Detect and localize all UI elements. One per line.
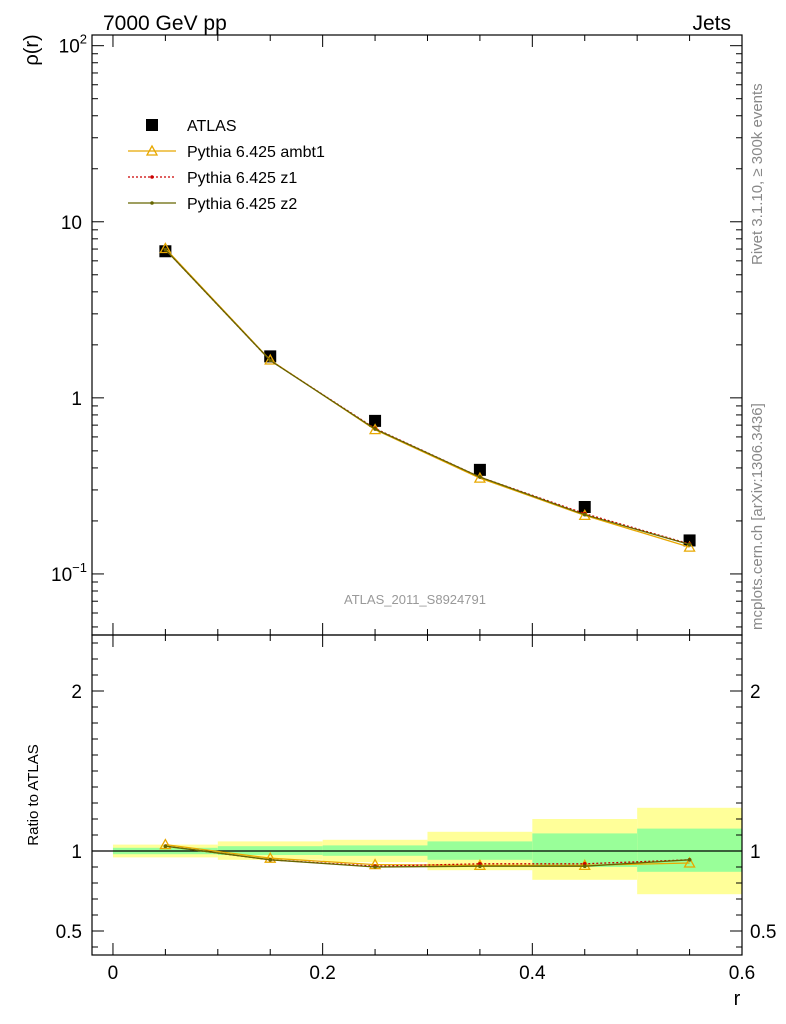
ratio-y-tick-label-left: 1 (71, 842, 82, 863)
uncertainty-band-inner (637, 828, 742, 872)
ratio-plot-panel: 2 2 1 1 0.5 0.5 0 0.2 0.4 0.6 Ratio to ATLAS r (25, 634, 776, 1010)
data-point-pythia-6-425-z2 (163, 844, 168, 848)
data-point-pythia-6-425-z2 (373, 865, 377, 869)
ratio-frame (91, 634, 743, 956)
data-point-pythia-6-425-z2 (582, 512, 587, 517)
series-atlas (159, 245, 696, 547)
main-y-tick-label: 1 (71, 389, 82, 410)
side-label-top: Rivet 3.1.10, ≥ 300k events (749, 83, 766, 265)
main-y-tick-label: 10−1 (51, 560, 87, 586)
data-point-pythia-6-425-z2 (373, 427, 377, 431)
legend: ATLAS Pythia 6.425 ambt1 Pythia 6.425 z1 Py… (128, 118, 325, 213)
legend-label: Pythia 6.425 z2 (187, 196, 297, 213)
data-point-pythia-6-425-z2 (268, 858, 273, 862)
legend-item-pythia-6-425-ambt1: Pythia 6.425 ambt1 (128, 144, 325, 161)
data-point-pythia-6-425-z2 (478, 864, 482, 868)
header-left: 7000 GeV pp (103, 12, 227, 35)
ratio-x-tick-label: 0.2 (309, 963, 335, 984)
data-point-pythia-6-425-ambt1 (473, 859, 487, 871)
series-pythia-6-425-ambt1 (159, 242, 696, 552)
main-y-tick-label: 10 (61, 213, 82, 234)
main-y-tick-label: 102 (59, 32, 87, 58)
series-line-pythia-6-425-ambt1 (164, 248, 690, 548)
main-plot-content (159, 242, 696, 552)
series-pythia-6-425-z2 (163, 844, 692, 869)
legend-marker (150, 201, 154, 205)
ratio-x-tick-label: 0 (108, 963, 119, 984)
main-plot-axes: 102 10 1 10−1 (51, 32, 743, 636)
series-pythia-6-425-z1 (163, 247, 692, 546)
ratio-y-tick-label-left: 2 (71, 682, 82, 703)
data-point-pythia-6-425-z2 (582, 864, 587, 868)
main-ylabel: ρ(r) (21, 34, 43, 65)
ratio-y-tick-label-left: 0.5 (56, 922, 82, 943)
analysis-watermark: ATLAS_2011_S8924791 (344, 592, 486, 607)
legend-label: Pythia 6.425 ambt1 (187, 144, 325, 161)
data-point-atlas (369, 414, 382, 427)
main-plot-panel: 102 10 1 10−1 ρ(r) (21, 32, 743, 636)
data-point-pythia-6-425-z2 (268, 358, 273, 363)
data-point-pythia-6-425-z2 (478, 475, 482, 479)
legend-label: Pythia 6.425 z1 (187, 170, 297, 187)
ratio-y-tick-label-right: 1 (750, 842, 761, 863)
legend-marker (150, 175, 154, 179)
legend-item-pythia-6-425-z2: Pythia 6.425 z2 (128, 196, 297, 213)
series-line-pythia-6-425-z1 (164, 249, 690, 545)
data-point-pythia-6-425-ambt1 (578, 859, 591, 871)
legend-marker (146, 119, 158, 131)
header-right: Jets (692, 12, 731, 35)
data-point-pythia-6-425-ambt1 (159, 242, 172, 254)
ratio-x-tick-label: 0.4 (519, 963, 546, 984)
ratio-ylabel: Ratio to ATLAS (25, 744, 42, 845)
ratio-x-tick-label: 0.6 (729, 963, 755, 984)
legend-item-pythia-6-425-z1: Pythia 6.425 z1 (128, 170, 297, 187)
legend-item-atlas: ATLAS (146, 118, 237, 135)
ratio-xlabel: r (734, 988, 741, 1010)
series-pythia-6-425-z2 (163, 247, 692, 547)
data-point-pythia-6-425-ambt1 (159, 838, 172, 850)
data-point-pythia-6-425-ambt1 (264, 353, 277, 365)
data-point-pythia-6-425-z2 (687, 858, 692, 862)
data-point-pythia-6-425-z2 (687, 542, 692, 547)
side-label-bottom: mcplots.cern.ch [arXiv:1306.3436] (749, 403, 766, 630)
ratio-y-tick-label-right: 2 (750, 682, 761, 703)
ratio-plot-axes: 2 2 1 1 0.5 0.5 0 0.2 0.4 0.6 (56, 634, 776, 984)
ratio-plot-content (92, 807, 742, 895)
series-line-pythia-6-425-z2 (164, 249, 690, 546)
data-point-pythia-6-425-ambt1 (683, 540, 696, 552)
data-point-pythia-6-425-z2 (163, 247, 168, 252)
legend-marker (145, 144, 159, 156)
data-point-pythia-6-425-ambt1 (683, 856, 696, 868)
ratio-y-tick-label-right: 0.5 (750, 922, 776, 943)
data-point-atlas (578, 500, 591, 513)
data-point-pythia-6-425-ambt1 (264, 851, 277, 863)
data-point-atlas (473, 463, 486, 476)
series-line-pythia-6-425-z2 (165, 845, 690, 868)
legend-label: ATLAS (187, 118, 237, 135)
